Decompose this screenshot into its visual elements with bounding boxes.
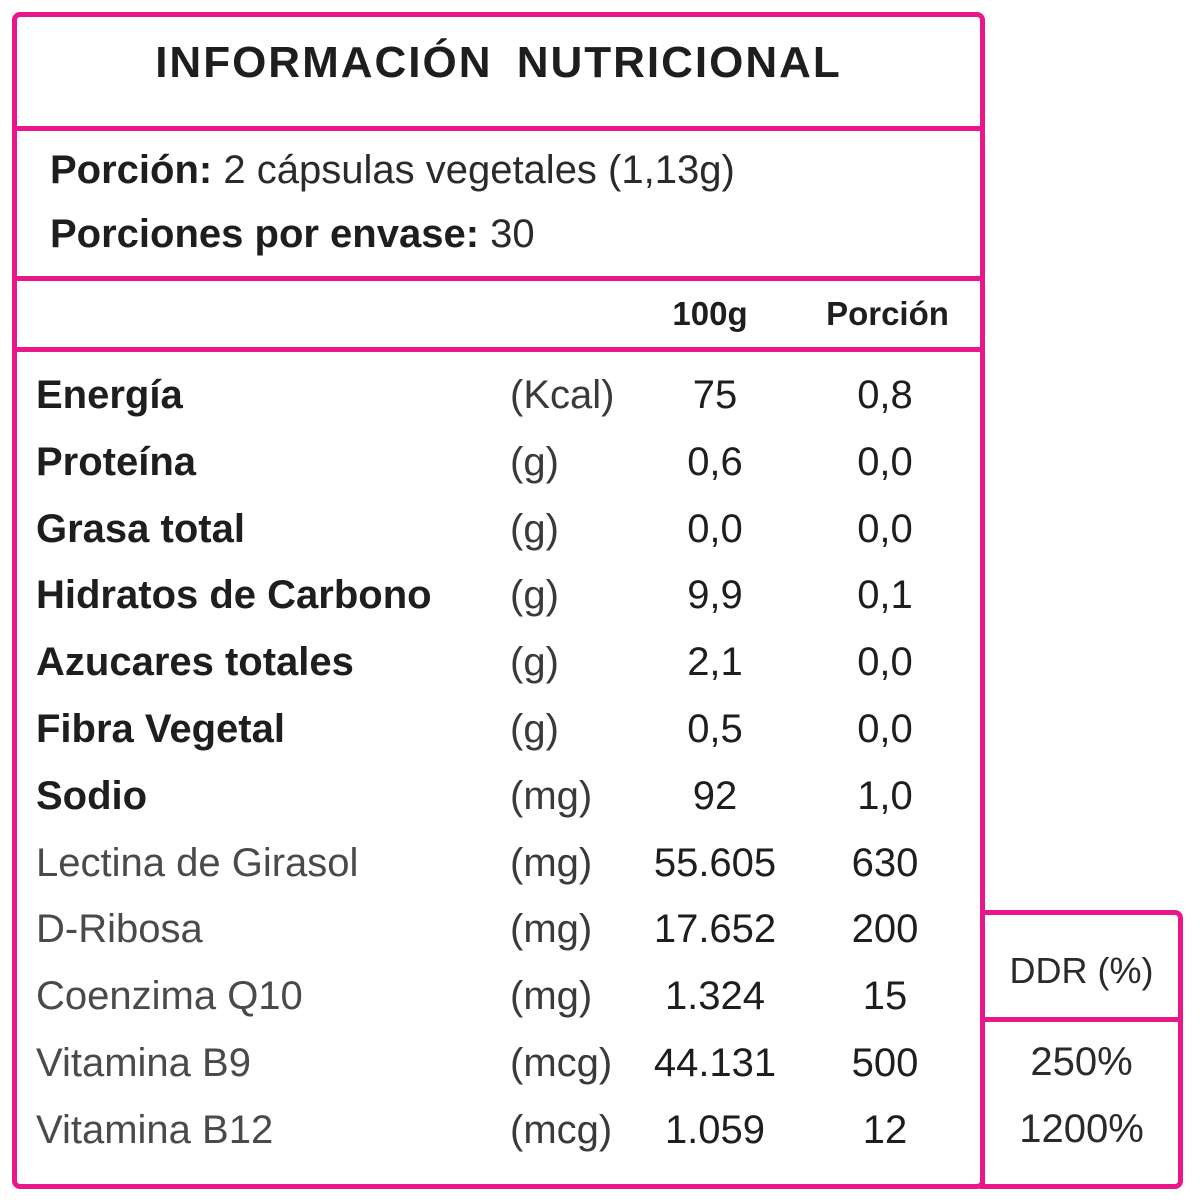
servings-per-container: Porciones por envase: 30: [50, 212, 535, 257]
table-row: Azucares totales (g) 2,1 0,0: [0, 629, 980, 695]
value-portion: 0,0: [857, 640, 913, 685]
value-100g: 1.324: [664, 974, 766, 1019]
table-row: Energía (Kcal) 75 0,8: [0, 362, 980, 428]
divider: [980, 1017, 1183, 1022]
table-row: Grasa total (g) 0,0 0,0: [0, 496, 980, 562]
table-row: Sodio (mg) 92 1,0: [0, 763, 980, 829]
nutrient-unit: (mg): [510, 907, 593, 952]
value-portion: 0,0: [857, 506, 913, 551]
divider: [12, 276, 985, 281]
value-100g: 0,6: [687, 439, 743, 484]
value-portion: 0,8: [857, 373, 913, 417]
serving-label: Porción:: [50, 148, 213, 192]
nutrient-name: Vitamina B9: [36, 1041, 251, 1085]
value-100g: 92: [692, 773, 738, 818]
value-100g: 0,0: [687, 506, 743, 551]
nutrient-unit: (g): [510, 573, 559, 618]
nutrient-name: Hidratos de Carbono: [36, 573, 432, 618]
value-100g: 55.605: [653, 840, 777, 885]
nutrition-table: [12, 12, 985, 1189]
nutrient-name: Azucares totales: [36, 640, 354, 685]
value-portion: 200: [851, 907, 919, 952]
table-row: Proteína (g) 0,6 0,0: [0, 429, 980, 495]
nutrient-unit: (mg): [510, 840, 593, 885]
nutrient-name: Fibra Vegetal: [36, 707, 285, 751]
table-row: D-Ribosa (mg) 17.652 200: [0, 896, 980, 962]
value-100g: 44.131: [653, 1041, 777, 1085]
serving-size: Porción: 2 cápsulas vegetales (1,13g): [50, 148, 735, 193]
nutrient-name: D-Ribosa: [36, 907, 203, 952]
nutrient-unit: (mcg): [510, 1041, 613, 1085]
servings-value: 30: [490, 212, 535, 256]
nutrient-name: Grasa total: [36, 506, 245, 551]
value-portion: 12: [862, 1107, 908, 1152]
nutrient-name: Sodio: [36, 773, 148, 818]
table-row: Lectina de Girasol (mg) 55.605 630: [0, 830, 980, 896]
value-portion: 630: [851, 840, 919, 885]
nutrient-unit: (g): [510, 707, 559, 751]
nutrient-name: Coenzima Q10: [36, 974, 303, 1019]
nutrient-name: Energía: [36, 373, 183, 417]
ddr-value-b12: 1200%: [1019, 1107, 1144, 1151]
table-row: Vitamina B9 (mcg) 44.131 500: [0, 1030, 980, 1096]
table-row: Hidratos de Carbono (g) 9,9 0,1: [0, 562, 980, 628]
value-portion: 500: [851, 1041, 919, 1085]
value-100g: 9,9: [687, 573, 743, 618]
nutrient-unit: (mg): [510, 773, 593, 818]
ddr-value-b9: 250%: [1030, 1040, 1133, 1084]
table-row: Fibra Vegetal (g) 0,5 0,0: [0, 696, 980, 762]
value-100g: 17.652: [653, 907, 777, 952]
value-portion: 0,0: [857, 707, 913, 751]
column-header-ddr: DDR (%): [1009, 950, 1154, 991]
divider: [12, 126, 985, 131]
column-header-100g: 100g: [672, 295, 748, 332]
table-row: Coenzima Q10 (mg) 1.324 15: [0, 963, 980, 1029]
value-portion: 15: [862, 974, 908, 1019]
value-portion: 0,1: [857, 573, 913, 618]
nutrient-unit: (mcg): [510, 1107, 613, 1152]
value-100g: 2,1: [687, 640, 743, 685]
divider: [12, 347, 985, 352]
nutrient-unit: (g): [510, 506, 559, 551]
nutrient-unit: (g): [510, 640, 559, 685]
servings-label: Porciones por envase:: [50, 212, 480, 256]
nutrient-unit: (Kcal): [510, 373, 615, 417]
nutrient-name: Vitamina B12: [36, 1107, 274, 1152]
table-row: Vitamina B12 (mcg) 1.059 12: [0, 1097, 980, 1163]
ddr-box: [980, 910, 1183, 1189]
serving-value: 2 cápsulas vegetales (1,13g): [223, 148, 735, 192]
nutrient-unit: (g): [510, 439, 559, 484]
nutrient-name: Proteína: [36, 439, 197, 484]
column-header-portion: Porción: [826, 295, 949, 332]
value-100g: 0,5: [687, 707, 743, 751]
value-100g: 75: [692, 373, 738, 417]
value-portion: 0,0: [857, 439, 913, 484]
nutrient-name: Lectina de Girasol: [36, 840, 359, 885]
value-portion: 1,0: [857, 773, 913, 818]
value-100g: 1.059: [664, 1107, 766, 1152]
page-title: INFORMACIÓN NUTRICIONAL: [155, 38, 842, 87]
nutrient-unit: (mg): [510, 974, 593, 1019]
